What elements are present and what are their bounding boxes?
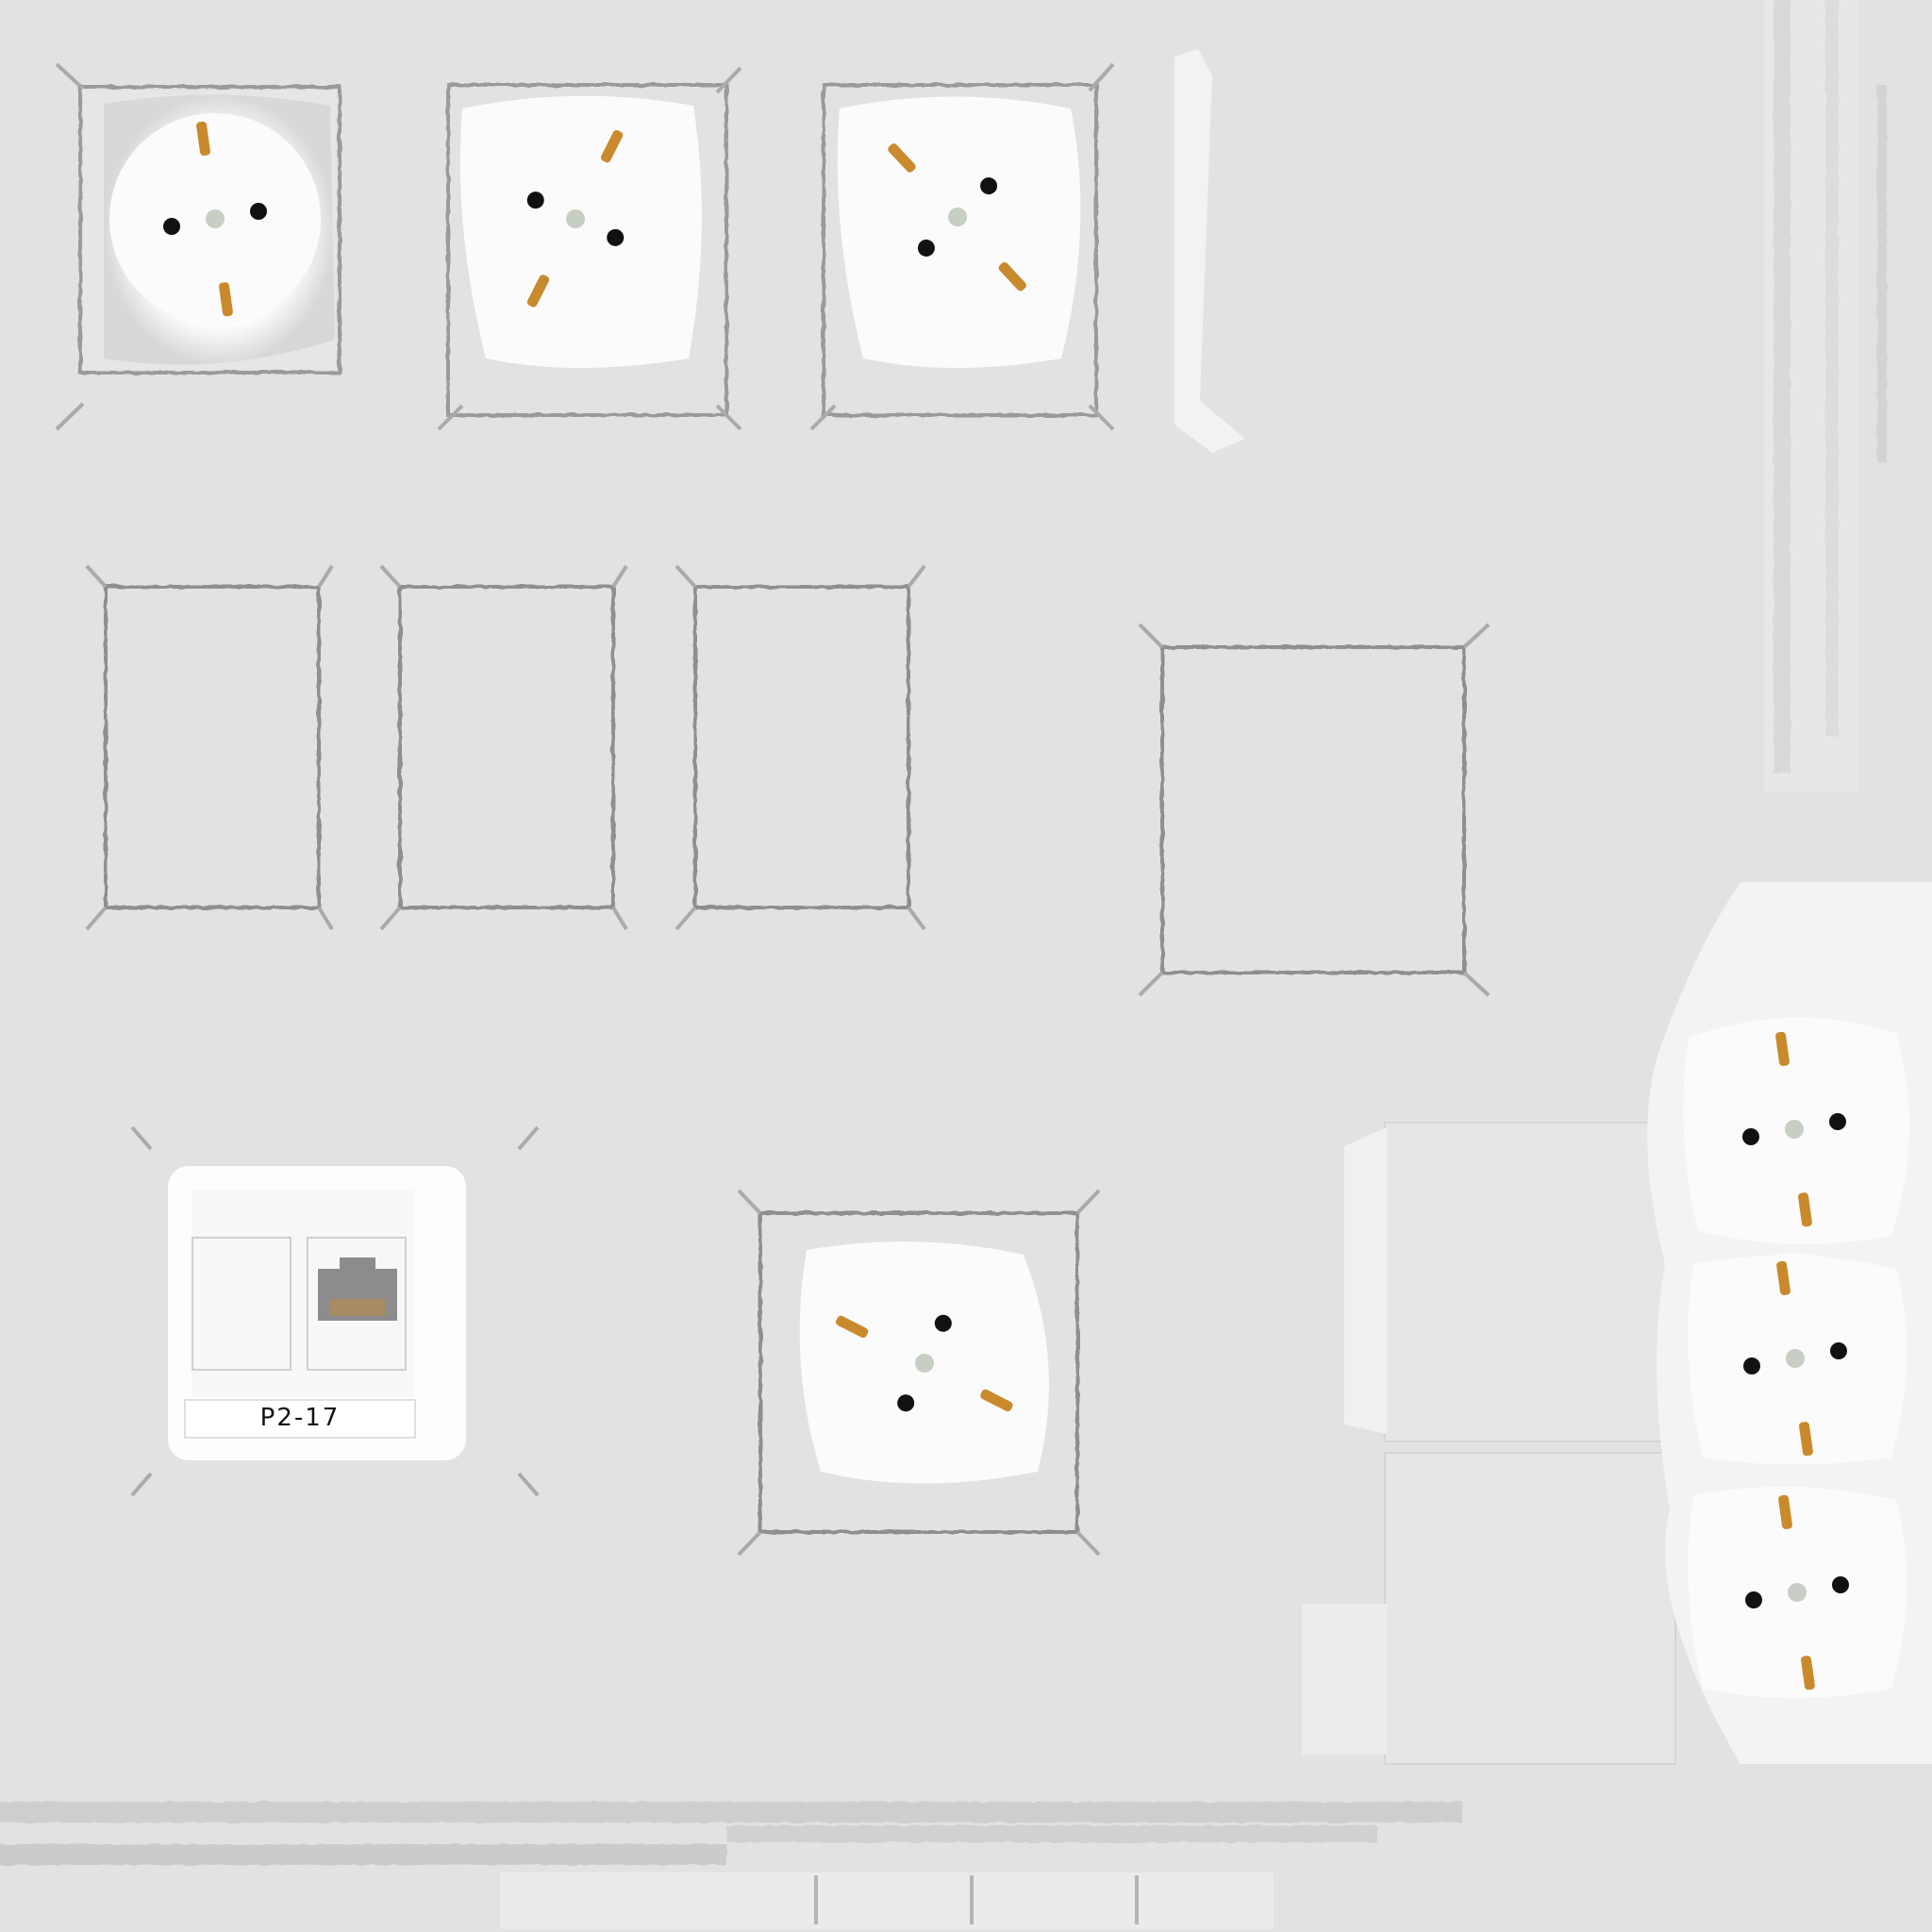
ground-clip-top [600, 129, 624, 163]
ground-clip-bottom [219, 282, 233, 317]
socket-face-4 [819, 1257, 1030, 1469]
socket-plate-center [737, 1189, 1101, 1557]
socket-face-6 [1690, 1253, 1901, 1464]
center-screw [206, 209, 225, 228]
ground-clip-bottom [980, 1389, 1013, 1412]
side-panel-group [1302, 1122, 1676, 1765]
socket-plate-top-2 [437, 66, 742, 431]
socket-face-3 [852, 111, 1063, 323]
pin-hole-right [934, 1314, 952, 1332]
bottom-strip-group [0, 1802, 1462, 1929]
socket-face-7 [1691, 1487, 1903, 1698]
socket-plate-top-3 [809, 62, 1115, 431]
pin-hole-left [1743, 1357, 1760, 1374]
pin-hole-right [980, 177, 998, 195]
pin-hole-left [1745, 1591, 1762, 1608]
data-outlet-plate: P2-17 [130, 1125, 540, 1497]
vertical-strip-group [1764, 0, 1887, 792]
blank-frame-2 [379, 564, 628, 931]
outlet-label: P2-17 [260, 1404, 341, 1432]
center-screw [1786, 1349, 1805, 1368]
ground-clip-bottom [526, 275, 550, 308]
ground-clip-bottom [998, 261, 1026, 291]
ground-clip-top [1775, 1031, 1790, 1066]
edge-piece-top [1174, 49, 1245, 453]
blank-frame-3 [675, 564, 926, 931]
pin-hole-right [250, 203, 267, 220]
socket-face-5 [1689, 1024, 1900, 1235]
socket-face-1 [109, 113, 321, 325]
ground-clip-bottom [1801, 1656, 1815, 1690]
center-screw [566, 209, 585, 228]
ground-clip-top [196, 121, 210, 156]
pin-hole-left [897, 1394, 915, 1412]
socket-plate-top-1 [55, 62, 341, 431]
blank-frame-4 [1138, 623, 1491, 997]
pin-hole-right [1832, 1576, 1849, 1593]
ground-clip-bottom [1799, 1422, 1813, 1457]
ground-clip-bottom [1798, 1192, 1812, 1227]
rj45-port-icon [318, 1257, 397, 1321]
ground-clip-top [888, 143, 916, 173]
center-screw [1788, 1583, 1807, 1602]
center-screw [948, 208, 967, 226]
blank-frame-1 [85, 564, 334, 931]
pin-hole-right [1829, 1113, 1846, 1130]
socket-face-2 [470, 113, 681, 325]
socket-column-right [1647, 882, 1932, 1764]
pin-hole-right [607, 228, 625, 246]
ground-clip-top [1776, 1260, 1790, 1295]
pin-hole-right [1830, 1342, 1847, 1359]
pin-hole-left [526, 192, 544, 209]
ground-clip-top [1778, 1494, 1792, 1529]
pin-hole-left [1742, 1128, 1759, 1145]
ground-clip-top [835, 1315, 869, 1339]
pin-hole-left [917, 239, 935, 257]
center-screw [1785, 1120, 1804, 1139]
pin-hole-left [163, 218, 180, 235]
center-screw [915, 1354, 934, 1373]
